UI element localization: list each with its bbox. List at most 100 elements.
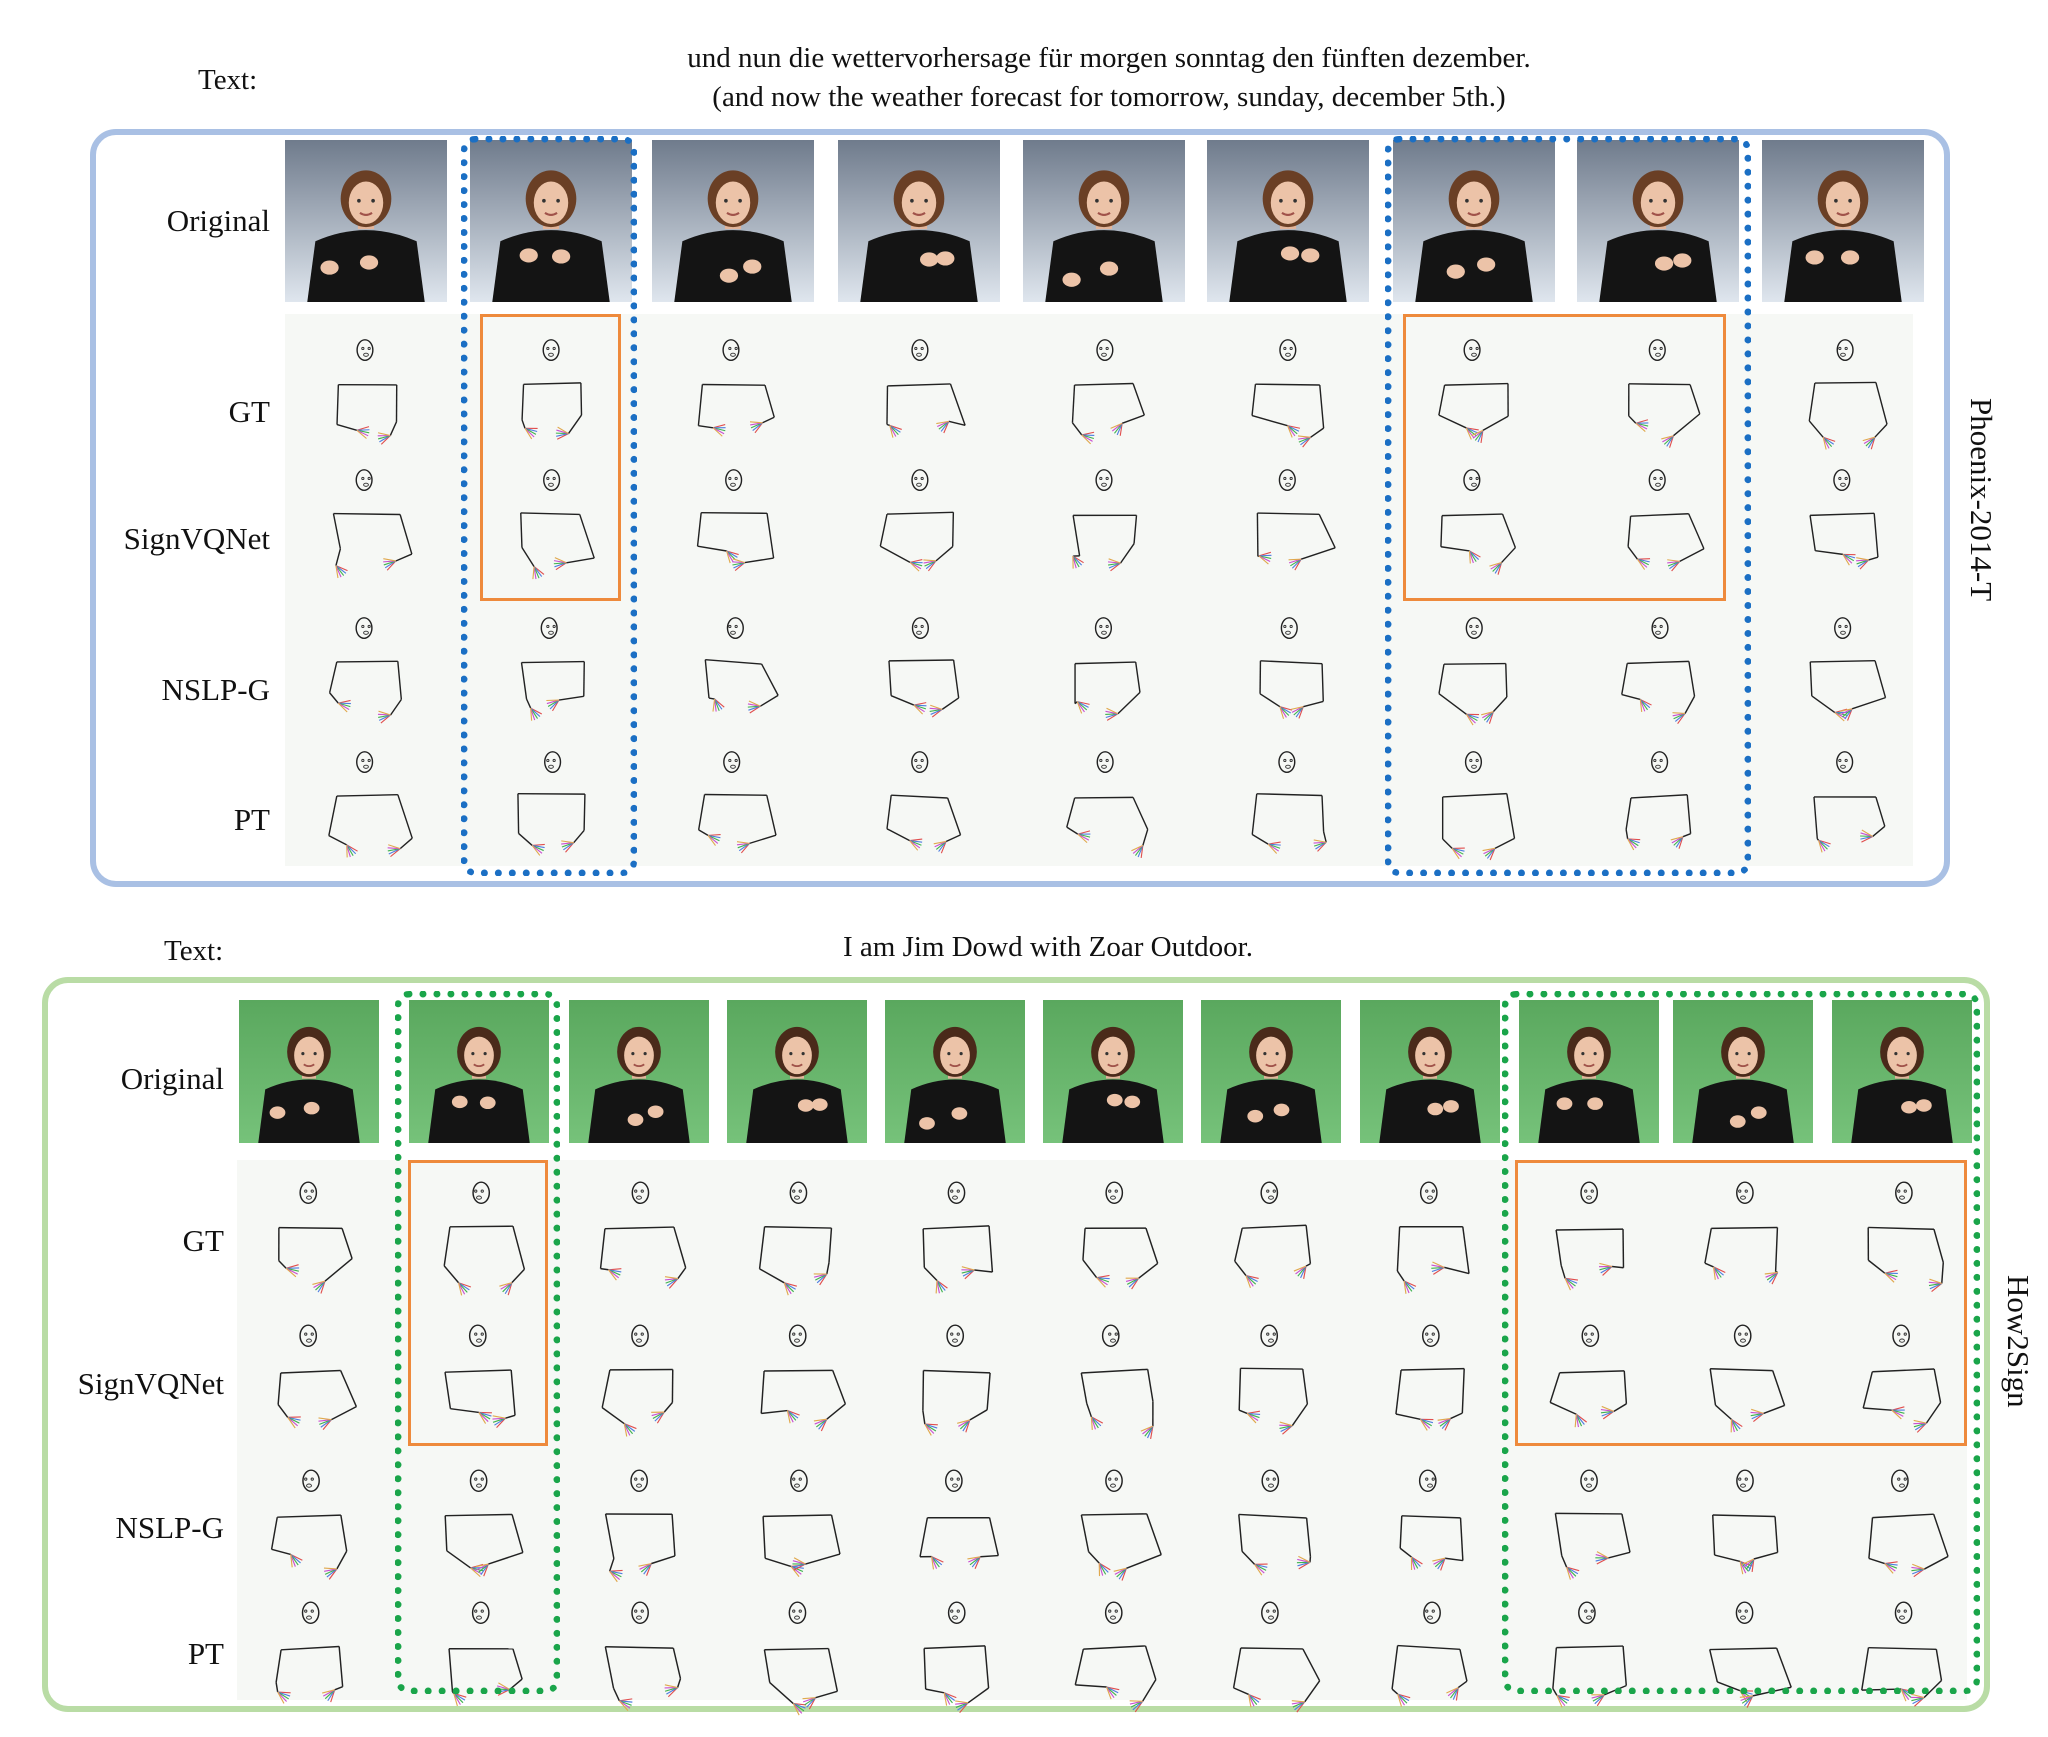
- top-original-frame-4: [838, 140, 1000, 302]
- bottom-row-label-signvqnet: SignVQNet: [77, 1366, 224, 1401]
- bottom-pt-skeleton-frame-5: [885, 1590, 1025, 1720]
- bottom-signvqnet-skeleton-frame-11: [1832, 1313, 1972, 1443]
- bottom-row-label-gt: GT: [182, 1223, 224, 1258]
- bottom-original-frame-1: [239, 1000, 379, 1143]
- bottom-highlight-column-2: [395, 991, 560, 1694]
- bottom-original-frame-3: [569, 1000, 709, 1143]
- bottom-nslpg-skeleton-frame-4: [727, 1458, 867, 1588]
- top-pt-skeleton-frame-1: [285, 740, 447, 866]
- bottom-signvqnet-skeleton-frame-7: [1201, 1313, 1341, 1443]
- bottom-original-frame-5: [885, 1000, 1025, 1143]
- top-original-frame-7: [1393, 140, 1555, 302]
- top-gt-vs-signvqnet-box-1: [480, 314, 621, 601]
- top-pt-skeleton-frame-8: [1577, 740, 1739, 866]
- bottom-pt-skeleton-frame-8: [1360, 1590, 1500, 1720]
- bottom-nslpg-skeleton-frame-3: [569, 1458, 709, 1588]
- bottom-nslpg-skeleton-frame-9: [1519, 1458, 1659, 1588]
- top-original-frame-2: [470, 140, 632, 302]
- bottom-skeleton-area: [237, 1160, 1967, 1700]
- top-highlight-column-2: [461, 136, 637, 876]
- top-signvqnet-skeleton-frame-6: [1207, 458, 1369, 584]
- top-sentence-en: (and now the weather forecast for tomorr…: [712, 81, 1506, 113]
- bottom-original-frame-6: [1043, 1000, 1183, 1143]
- top-text-label: Text:: [198, 64, 258, 96]
- bottom-signvqnet-skeleton-frame-5: [885, 1313, 1025, 1443]
- top-pt-skeleton-frame-5: [1023, 740, 1185, 866]
- bottom-nslpg-skeleton-frame-11: [1832, 1458, 1972, 1588]
- bottom-gt-skeleton-frame-7: [1201, 1170, 1341, 1300]
- top-signvqnet-skeleton-frame-5: [1023, 458, 1185, 584]
- bottom-gt-skeleton-frame-4: [727, 1170, 867, 1300]
- bottom-signvqnet-skeleton-frame-9: [1519, 1313, 1659, 1443]
- bottom-signvqnet-skeleton-frame-4: [727, 1313, 867, 1443]
- bottom-dataset-label: How2Sign: [2001, 1275, 2036, 1408]
- bottom-nslpg-skeleton-frame-6: [1043, 1458, 1183, 1588]
- top-gt-skeleton-frame-3: [652, 328, 814, 454]
- top-signvqnet-skeleton-frame-3: [652, 458, 814, 584]
- top-original-frame-1: [285, 140, 447, 302]
- bottom-highlight-columns-9-11: [1502, 991, 1980, 1694]
- bottom-pt-skeleton-frame-1: [239, 1590, 379, 1720]
- top-nslpg-skeleton-frame-8: [1577, 606, 1739, 732]
- top-signvqnet-skeleton-frame-7: [1393, 458, 1555, 584]
- top-pt-skeleton-frame-6: [1207, 740, 1369, 866]
- bottom-signvqnet-skeleton-frame-1: [239, 1313, 379, 1443]
- top-signvqnet-skeleton-frame-8: [1577, 458, 1739, 584]
- top-original-frame-9: [1762, 140, 1924, 302]
- top-dataset-label: Phoenix-2014-T: [1964, 398, 1999, 602]
- top-row-label-gt: GT: [228, 394, 270, 429]
- bottom-signvqnet-skeleton-frame-3: [569, 1313, 709, 1443]
- bottom-pt-skeleton-frame-10: [1673, 1590, 1813, 1720]
- top-gt-skeleton-frame-5: [1023, 328, 1185, 454]
- top-gt-skeleton-frame-9: [1762, 328, 1924, 454]
- bottom-original-frame-10: [1673, 1000, 1813, 1143]
- top-nslpg-skeleton-frame-7: [1393, 606, 1555, 732]
- top-signvqnet-skeleton-frame-2: [470, 458, 632, 584]
- top-gt-skeleton-frame-1: [285, 328, 447, 454]
- top-gt-skeleton-frame-2: [470, 328, 632, 454]
- bottom-original-frame-4: [727, 1000, 867, 1143]
- bottom-row-label-original: Original: [120, 1061, 224, 1096]
- top-gt-vs-signvqnet-box-2: [1403, 314, 1726, 601]
- bottom-original-frame-7: [1201, 1000, 1341, 1143]
- top-pt-skeleton-frame-7: [1393, 740, 1555, 866]
- bottom-gt-vs-signvqnet-box-2: [1515, 1160, 1967, 1446]
- top-highlight-columns-7-8: [1385, 136, 1751, 876]
- top-panel-frame: [90, 129, 1950, 887]
- bottom-gt-skeleton-frame-6: [1043, 1170, 1183, 1300]
- top-nslpg-skeleton-frame-5: [1023, 606, 1185, 732]
- top-pt-skeleton-frame-4: [838, 740, 1000, 866]
- bottom-nslpg-skeleton-frame-10: [1673, 1458, 1813, 1588]
- top-nslpg-skeleton-frame-6: [1207, 606, 1369, 732]
- top-signvqnet-skeleton-frame-4: [838, 458, 1000, 584]
- bottom-original-frame-2: [409, 1000, 549, 1143]
- top-gt-skeleton-frame-8: [1577, 328, 1739, 454]
- bottom-gt-skeleton-frame-1: [239, 1170, 379, 1300]
- bottom-row-label-nslpg: NSLP-G: [115, 1510, 224, 1545]
- bottom-row-label-pt: PT: [187, 1636, 224, 1671]
- top-signvqnet-skeleton-frame-9: [1762, 458, 1924, 584]
- bottom-pt-skeleton-frame-6: [1043, 1590, 1183, 1720]
- top-row-label-signvqnet: SignVQNet: [123, 521, 270, 556]
- top-pt-skeleton-frame-9: [1762, 740, 1924, 866]
- bottom-nslpg-skeleton-frame-5: [885, 1458, 1025, 1588]
- top-pt-skeleton-frame-2: [470, 740, 632, 866]
- bottom-signvqnet-skeleton-frame-2: [409, 1313, 549, 1443]
- bottom-gt-skeleton-frame-3: [569, 1170, 709, 1300]
- bottom-signvqnet-skeleton-frame-6: [1043, 1313, 1183, 1443]
- top-signvqnet-skeleton-frame-1: [285, 458, 447, 584]
- bottom-original-frame-8: [1360, 1000, 1500, 1143]
- top-sentence-de: und nun die wettervorhersage für morgen …: [687, 42, 1531, 74]
- bottom-sentence: I am Jim Dowd with Zoar Outdoor.: [843, 931, 1253, 963]
- top-gt-skeleton-frame-6: [1207, 328, 1369, 454]
- top-row-label-original: Original: [166, 203, 270, 238]
- bottom-signvqnet-skeleton-frame-10: [1673, 1313, 1813, 1443]
- top-nslpg-skeleton-frame-3: [652, 606, 814, 732]
- top-nslpg-skeleton-frame-2: [470, 606, 632, 732]
- top-gt-skeleton-frame-4: [838, 328, 1000, 454]
- top-pt-skeleton-frame-3: [652, 740, 814, 866]
- bottom-gt-vs-signvqnet-box-1: [408, 1160, 548, 1446]
- bottom-nslpg-skeleton-frame-2: [409, 1458, 549, 1588]
- bottom-original-frame-11: [1832, 1000, 1972, 1143]
- bottom-gt-skeleton-frame-9: [1519, 1170, 1659, 1300]
